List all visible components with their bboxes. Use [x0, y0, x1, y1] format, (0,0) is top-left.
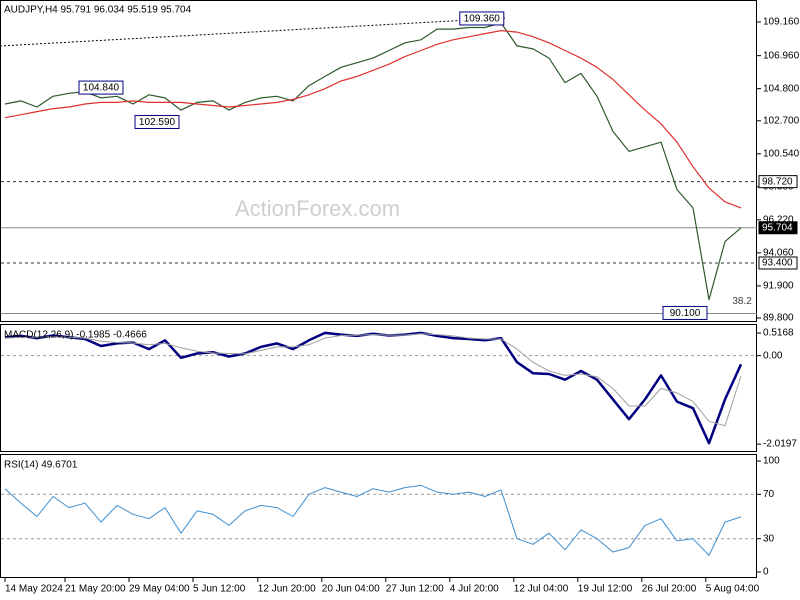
x-tick-label: 12 Jul 04:00 — [514, 584, 569, 595]
watermark: ActionForex.com — [235, 196, 400, 221]
panel-title: MACD(12,26,9) -0.1985 -0.4666 — [4, 330, 147, 341]
level-box — [758, 256, 798, 270]
x-tick-label: 27 Jun 12:00 — [386, 584, 444, 595]
y-tick-label: 70 — [763, 489, 775, 500]
y-tick-label: 100.540 — [763, 148, 800, 159]
level-box — [758, 221, 798, 235]
y-tick-label: 104.800 — [763, 83, 800, 94]
y-tick-label: -2.0197 — [763, 439, 797, 450]
annotation: 90.100 — [670, 308, 701, 319]
x-tick-label: 14 May 2024 — [5, 584, 63, 595]
x-tick-label: 21 May 20:00 — [65, 584, 126, 595]
y-tick-label: 109.160 — [763, 17, 800, 28]
y-tick-label: 30 — [763, 533, 775, 544]
trendline — [0, 17, 506, 47]
annotation-box — [662, 305, 708, 320]
x-tick-label: 5 Aug 04:00 — [706, 584, 760, 595]
x-tick-label: 26 Jul 20:00 — [642, 584, 697, 595]
x-tick-label: 4 Jul 20:00 — [450, 584, 499, 595]
annotation-box — [459, 11, 505, 26]
y-tick-label: 94.060 — [763, 248, 794, 259]
macd-panel — [0, 324, 757, 452]
x-tick-label: 5 Jun 12:00 — [193, 584, 246, 595]
rsi-panel — [0, 454, 757, 578]
x-tick-label: 20 Jun 04:00 — [322, 584, 380, 595]
series-line — [4, 30, 742, 209]
annotation: 102.590 — [139, 117, 176, 128]
y-tick-label: 96.220 — [763, 215, 794, 226]
annotation: 38.2 — [732, 296, 752, 307]
level-label: 95.704 — [762, 222, 793, 233]
y-tick-label: 91.900 — [763, 281, 794, 292]
x-tick-label: 19 Jul 12:00 — [578, 584, 633, 595]
y-tick-label: 89.800 — [763, 313, 794, 324]
price-panel — [0, 0, 757, 322]
y-tick-label: 0.00 — [763, 350, 783, 361]
level-box — [758, 175, 798, 189]
x-tick-label: 12 Jun 20:00 — [258, 584, 316, 595]
y-tick-label: 102.700 — [763, 115, 800, 126]
annotation-box — [134, 114, 180, 129]
annotation-box — [78, 80, 124, 95]
y-tick-label: 0.5168 — [763, 328, 794, 339]
annotation: 104.840 — [83, 83, 120, 94]
y-tick-label: 0 — [763, 567, 769, 578]
y-tick-label: 100 — [763, 456, 780, 467]
x-tick-label: 29 May 04:00 — [129, 584, 190, 595]
annotation: 109.360 — [464, 14, 501, 25]
series-line — [4, 484, 742, 556]
level-label: 93.400 — [762, 258, 793, 269]
series-line — [4, 333, 742, 427]
y-tick-label: 106.960 — [763, 50, 800, 61]
level-label: 98.720 — [762, 176, 793, 187]
panel-title: RSI(14) 49.6701 — [4, 460, 78, 471]
panel-title: AUDJPY,H4 95.791 96.034 95.519 95.704 — [4, 5, 192, 16]
